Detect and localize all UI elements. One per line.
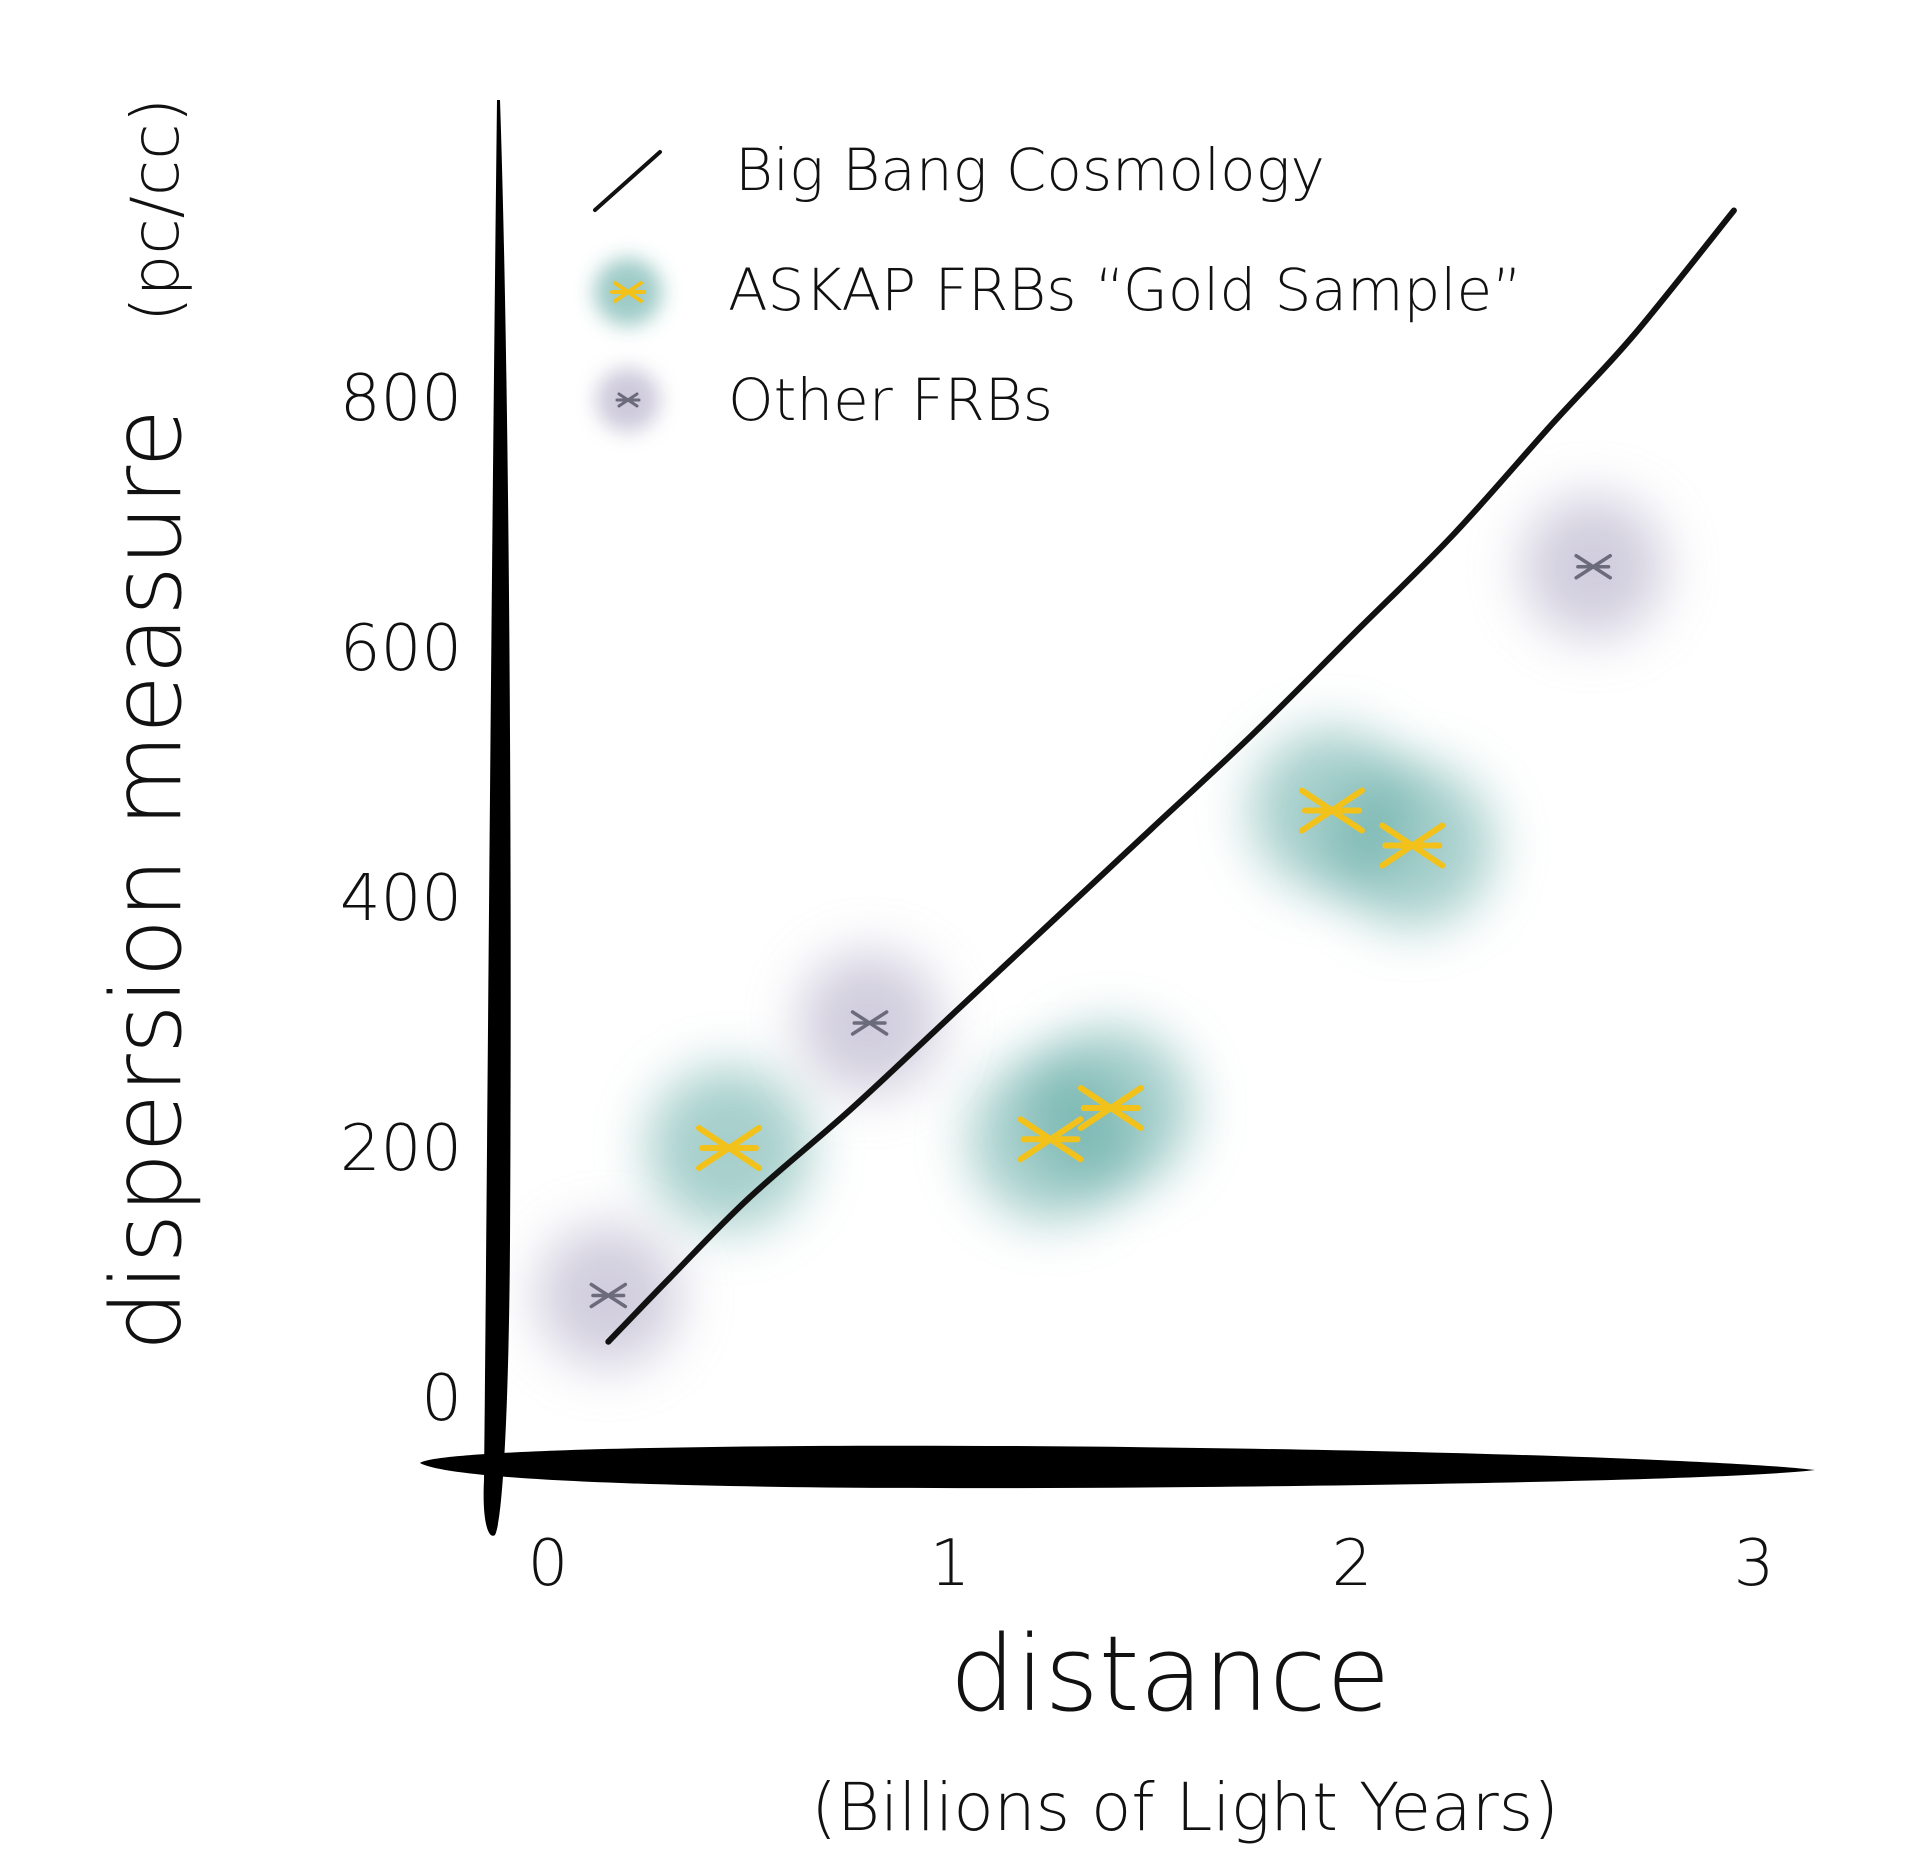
y-tick-label-800: 800 (340, 362, 462, 436)
gold-point-4 (1379, 822, 1446, 869)
x-axis-line (420, 1445, 1815, 1489)
other-point-1 (850, 1010, 889, 1036)
legend-other-star-icon (615, 392, 641, 408)
legend: Big Bang Cosmology ASKAP FRBs “Gold Samp… (593, 136, 1522, 434)
legend-label-other: Other FRBs (728, 366, 1053, 434)
y-tick-label-600: 600 (340, 612, 462, 686)
legend-gold-star-icon (610, 281, 646, 303)
curve-layer (605, 207, 1737, 1345)
x-tick-label-2: 2 (1332, 1527, 1373, 1601)
y-tick-labels: 0 200 400 600 800 (340, 362, 462, 1436)
glow-layer (536, 494, 1666, 1368)
x-axis-label: distance (950, 1613, 1391, 1735)
gold-point-3 (1298, 787, 1365, 834)
y-tick-label-0: 0 (421, 1362, 462, 1436)
legend-label-askap: ASKAP FRBs “Gold Sample” (728, 256, 1522, 324)
y-tick-label-200: 200 (340, 1112, 462, 1186)
other-point-2 (1574, 554, 1612, 580)
x-tick-label-3: 3 (1734, 1527, 1775, 1601)
x-axis-sublabel: (Billions of Light Years) (811, 1769, 1559, 1846)
y-axis-unit: (pc/cc) (117, 98, 194, 323)
gold-point-1 (1017, 1116, 1084, 1163)
x-tick-labels: 0 1 2 3 (528, 1527, 1775, 1601)
gold-point-2 (1077, 1085, 1144, 1131)
other-point-0 (589, 1282, 628, 1309)
legend-line-swatch (593, 150, 662, 212)
legend-label-big-bang: Big Bang Cosmology (735, 136, 1325, 204)
y-axis-line (483, 100, 511, 1536)
y-tick-label-400: 400 (340, 862, 462, 936)
x-tick-label-0: 0 (528, 1527, 569, 1601)
series-line-big-bang-cosmology (605, 207, 1737, 1345)
x-tick-label-1: 1 (930, 1527, 971, 1601)
marker-layer (589, 554, 1612, 1309)
gold-point-0 (695, 1125, 762, 1171)
y-axis-label: dispersion measure (91, 409, 203, 1352)
